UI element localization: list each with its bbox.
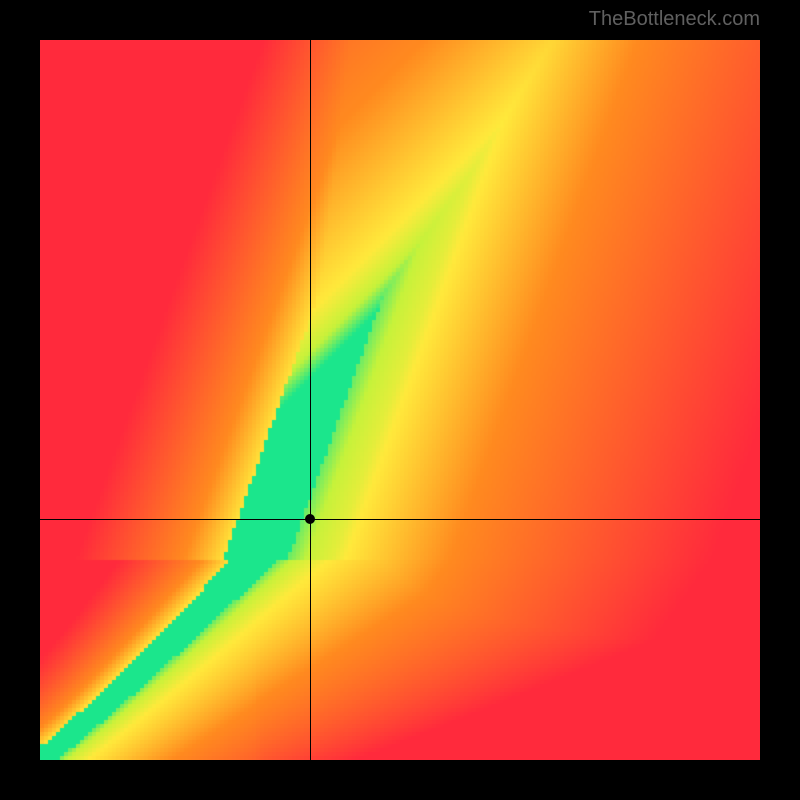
- crosshair-vertical: [310, 40, 311, 760]
- heatmap-canvas: [40, 40, 760, 760]
- heatmap-plot: [40, 40, 760, 760]
- marker-point: [305, 514, 315, 524]
- watermark-text: TheBottleneck.com: [589, 8, 760, 31]
- crosshair-horizontal: [40, 519, 760, 520]
